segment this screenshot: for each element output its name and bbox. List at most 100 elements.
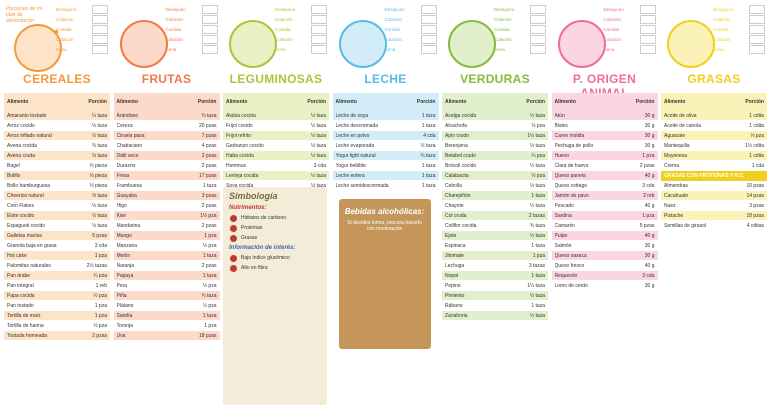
food-name: Espagueti cocido (7, 222, 46, 229)
food-portion: 1 pza (94, 302, 107, 309)
food-name: Chabacano (116, 142, 143, 149)
food-portion: ½ pza (202, 302, 217, 309)
meal-row: Comida (385, 24, 437, 34)
meal-label: Desayuno (603, 6, 624, 12)
food-name: Papaya (116, 272, 134, 279)
meal-box (311, 34, 327, 44)
food-name: Lomo de cerdo (554, 282, 588, 289)
food-name: Uva (116, 332, 126, 339)
food-portion: 2½ tazas (86, 262, 107, 269)
food-name: Galletas marías (7, 232, 43, 239)
table-row: Amaranto tostado ¼ taza (4, 111, 110, 121)
meal-box (420, 14, 437, 24)
food-name: Tortilla de maíz (7, 312, 41, 319)
food-name: Pistache (664, 212, 684, 219)
food-name: Requesón (554, 272, 578, 279)
food-portion: 3 tazas (528, 262, 545, 269)
table-row: Ejote ½ taza (442, 231, 548, 241)
food-portion: ¾ taza (201, 112, 217, 119)
food-portion: 3 pzas (201, 192, 217, 199)
food-portion: ¾ taza (420, 152, 436, 159)
meal-row: Desayuno (494, 4, 546, 14)
table-row: Hot cake 1 pza (4, 251, 110, 261)
food-name: Queso oaxaca (554, 252, 587, 259)
table-row: Cacahuate 14 pzas (661, 191, 767, 201)
table-row: Zanahoria ½ taza (442, 311, 548, 321)
header-portion: Porción (88, 99, 107, 105)
food-portion: ¼ pza (93, 272, 107, 279)
food-portion: ½ taza (420, 142, 436, 149)
table-header: Alimento Porción (661, 93, 767, 111)
food-name: Bistec (554, 122, 569, 129)
food-portion: 30 g (644, 132, 655, 139)
table-row: Lenteja cocida ½ taza (223, 171, 329, 181)
food-name: Tostada horneada (7, 332, 48, 339)
food-portion: ½ pza (202, 242, 217, 249)
meal-row: Comida (275, 24, 327, 34)
food-portion: 3 pzas (749, 202, 764, 209)
food-portion: ½ pza (202, 282, 217, 289)
meal-row: Comida (56, 24, 108, 34)
food-name: Avena cruda (7, 152, 35, 159)
table-row: Cheerios natural ⅔ taza (4, 191, 110, 201)
table-row: Pistache 18 pzas (661, 211, 767, 221)
food-name: Melón (116, 252, 131, 259)
meal-row: Colación (166, 34, 218, 44)
food-name: Sardina (554, 212, 572, 219)
food-portion: ⅔ taza (91, 192, 107, 199)
header-food: Alimento (116, 99, 138, 105)
food-portion: 1½ pza (200, 212, 217, 219)
meal-box (639, 14, 656, 24)
food-name: Granola baja en grasa (7, 242, 57, 249)
table-row: Dátil seco 2 pzas (113, 151, 220, 161)
food-name: Tortilla de harina (7, 322, 44, 329)
food-name: Leche evaporada (335, 142, 375, 149)
food-name: Jamón de pavo (554, 192, 589, 199)
food-name: Clara de huevo (554, 162, 589, 169)
food-name: Cereza (116, 122, 133, 129)
food-portion: 1 taza (531, 302, 545, 309)
food-table: Alimento Porción Atún 30 g Bistec 30 g Carne m… (551, 93, 658, 291)
table-row: Salmón 30 g (551, 241, 658, 251)
food-portion: 1 taza (531, 242, 545, 249)
table-row: Nuez 3 pzas (661, 201, 767, 211)
food-portion: 2 pzas (639, 162, 655, 169)
meal-box (749, 44, 765, 54)
meal-row: Desayuno (385, 4, 437, 14)
food-name: Mango (116, 232, 132, 239)
table-row: Berenjena ½ taza (442, 141, 548, 151)
table-row: Frambuesa 1 taza (113, 181, 220, 191)
table-row: Espagueti cocido ⅓ taza (4, 221, 110, 231)
meal-row: Cena (275, 44, 327, 54)
meal-box (639, 34, 656, 44)
column-header: Desayuno Colación Comida Colación Cena LECHE (333, 0, 439, 90)
food-name: Alubia cocida (226, 112, 256, 119)
meal-row: Desayuno (56, 4, 108, 14)
food-portion: ½ taza (529, 162, 545, 169)
food-column: Desayuno Colación Comida Colación Cena P. ORI… (551, 0, 658, 413)
table-row: Queso oaxaca 30 g (551, 251, 658, 261)
meal-row: Colación (713, 14, 765, 24)
food-portion: 1 taza (202, 252, 217, 259)
food-name: Pechuga de pollo (554, 142, 594, 149)
food-name: Frambuesa (116, 182, 142, 189)
food-name: Bagel (7, 162, 20, 169)
info-item: Bajo índice glucémico (223, 253, 327, 263)
food-name: Acelga cocida (445, 112, 477, 119)
meal-row: Desayuno (275, 4, 327, 14)
meal-label: Desayuno (56, 6, 77, 12)
food-portion: 1 reb (95, 282, 107, 289)
table-row: Queso cottage 3 cda (551, 181, 658, 191)
food-portion: 3 cda (94, 242, 107, 249)
food-name: Frijol cocido (226, 122, 253, 129)
table-row: Pescado 40 g (551, 201, 658, 211)
meal-box (92, 4, 108, 14)
symbology-item: Proteínas (223, 223, 327, 233)
table-row: Yogur bebible 1 taza (332, 161, 439, 171)
food-portion: 1 taza (421, 162, 436, 169)
food-name: Queso cottage (554, 182, 588, 189)
food-name: Huevo (554, 152, 569, 159)
food-portion: 1 taza (202, 312, 217, 319)
meal-row: Comida (494, 24, 546, 34)
table-header: Alimento Porción (113, 93, 220, 111)
